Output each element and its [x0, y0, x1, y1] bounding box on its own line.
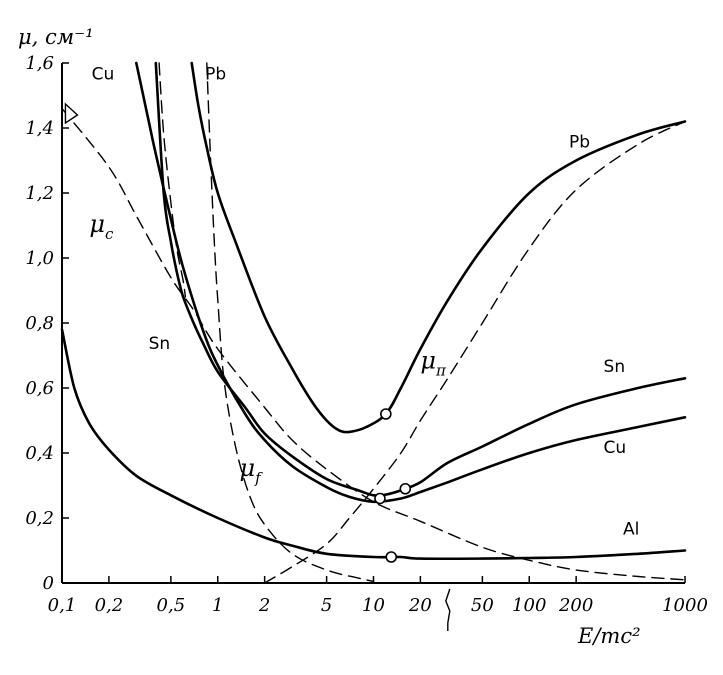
curve-cu-dashed — [158, 62, 187, 298]
y-tick-label: 0 — [43, 573, 54, 594]
curve-label-pb: Pb — [205, 64, 226, 84]
x-tick-label: 20 — [408, 595, 432, 616]
y-axis-title: μ, см⁻¹ — [18, 25, 94, 49]
x-tick-label: 1000 — [662, 595, 708, 616]
x-tick-label: 0,1 — [48, 595, 77, 616]
y-tick-label: 1,2 — [25, 183, 54, 204]
curves — [60, 61, 687, 584]
x-tick-label: 0,5 — [157, 595, 186, 616]
y-tick-label: 0,8 — [25, 313, 54, 334]
curve-pb-solid — [190, 61, 687, 434]
curve-cu-solid — [135, 61, 687, 504]
mu-label-f: μf — [240, 454, 264, 487]
curve-label-cu: Cu — [92, 64, 115, 84]
mu-subscript: c — [105, 225, 114, 243]
curve-μc-dashed — [61, 107, 686, 581]
markers — [64, 102, 412, 563]
curve-label-sn: Sn — [149, 334, 171, 354]
mu-label-c: μc — [89, 210, 114, 243]
axes: 0 0,2 0,4 0,6 0,8 1,0 1,2 1,4 1,6 0,1 0,2 0,5 1 2 5 10 2… — [25, 53, 708, 631]
triangle-marker — [64, 102, 79, 125]
x-tick-label: 2 — [258, 595, 270, 616]
labels: Cu Pb Pb Sn Sn Cu Al μc μf μπ — [89, 64, 639, 539]
curve-μπ-dashed — [263, 120, 686, 584]
curve-label-al: Al — [623, 519, 639, 539]
curve-sn-solid — [154, 61, 687, 497]
y-tick-label: 1,4 — [25, 118, 54, 139]
x-tick-label: 5 — [321, 595, 332, 616]
y-tick-label: 0,6 — [25, 378, 54, 399]
mu-label-π: μπ — [420, 347, 447, 380]
x-tick-label: 50 — [471, 595, 494, 616]
axis-break-mark — [445, 588, 451, 631]
x-tick-label: 200 — [558, 595, 593, 616]
y-tick-label: 1,6 — [25, 53, 54, 74]
y-tick-label: 0,4 — [25, 443, 54, 464]
x-tick-label: 100 — [512, 595, 546, 616]
curve-label-sn: Sn — [604, 357, 626, 377]
curve-al-solid — [60, 328, 687, 561]
x-tick-label: 0,2 — [95, 595, 124, 616]
y-tick-label: 0,2 — [25, 508, 54, 529]
axis-titles: μ, см⁻¹ E/mc² — [18, 25, 641, 648]
y-tick-label: 1,0 — [25, 248, 54, 269]
curve-label-cu: Cu — [604, 438, 627, 458]
circle-marker — [380, 408, 392, 420]
circle-marker — [399, 482, 412, 495]
circle-marker — [374, 492, 386, 505]
mu-subscript: f — [254, 469, 263, 487]
x-axis-title: E/mc² — [577, 624, 641, 648]
x-tick-label: 1 — [212, 595, 223, 616]
mu-subscript: π — [435, 362, 447, 380]
curve-μf-dashed — [206, 62, 375, 583]
x-tick-label: 10 — [362, 595, 385, 616]
curve-label-pb: Pb — [569, 133, 590, 153]
circle-marker — [385, 551, 398, 563]
